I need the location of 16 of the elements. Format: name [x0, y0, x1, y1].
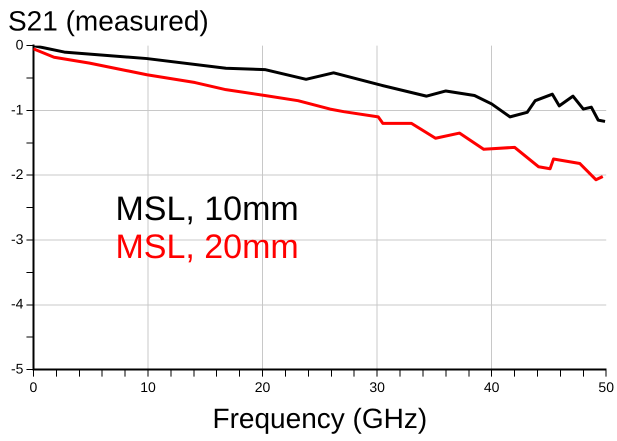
y-tick-label: -5 — [10, 360, 24, 376]
x-axis-title: Frequency (GHz) — [212, 402, 428, 434]
x-tick-label: 30 — [369, 378, 386, 395]
x-tick-label: 20 — [254, 378, 271, 395]
text: MSL, 20mm — [115, 228, 299, 266]
y-tick-label: -3 — [10, 230, 24, 247]
x-tick-label: 50 — [598, 378, 614, 395]
text: MSL, 10mm — [115, 190, 299, 228]
x-tick-label: 10 — [140, 378, 156, 395]
y-tick-label: -2 — [10, 166, 24, 182]
y-tick-label: -1 — [10, 101, 24, 118]
y-tick-label: -4 — [10, 296, 24, 312]
chart-title: S21 (measured) — [8, 6, 209, 37]
x-tick-label: 0 — [30, 378, 38, 395]
x-tick-label: 40 — [484, 378, 500, 395]
y-tick-label: 0 — [16, 36, 24, 52]
